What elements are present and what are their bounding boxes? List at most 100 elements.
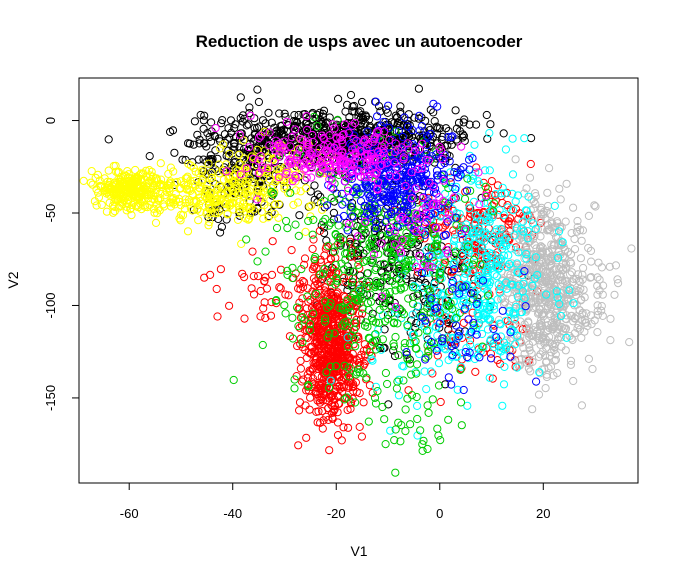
data-point bbox=[538, 276, 547, 285]
data-point bbox=[395, 121, 404, 131]
data-point bbox=[465, 204, 474, 213]
data-point bbox=[261, 273, 270, 282]
data-point bbox=[343, 100, 352, 110]
data-point bbox=[256, 286, 265, 296]
data-point bbox=[245, 211, 254, 220]
data-point bbox=[228, 172, 238, 181]
data-point bbox=[566, 258, 575, 267]
data-point bbox=[275, 109, 284, 118]
data-point bbox=[539, 210, 548, 219]
data-point bbox=[307, 173, 316, 182]
data-point bbox=[275, 200, 284, 209]
data-point bbox=[357, 432, 366, 441]
data-point bbox=[185, 198, 194, 207]
data-point bbox=[557, 223, 566, 232]
data-point bbox=[502, 336, 511, 345]
data-point bbox=[289, 200, 298, 209]
data-point bbox=[105, 177, 115, 187]
data-point bbox=[471, 211, 480, 220]
data-point bbox=[536, 242, 545, 251]
data-point bbox=[570, 314, 579, 323]
data-point bbox=[339, 273, 349, 283]
data-point bbox=[282, 216, 291, 226]
data-point bbox=[482, 256, 491, 265]
data-point bbox=[244, 120, 253, 129]
data-point bbox=[199, 116, 208, 125]
data-point bbox=[562, 277, 571, 286]
data-point bbox=[568, 335, 577, 345]
data-point bbox=[555, 227, 564, 236]
data-point bbox=[166, 177, 175, 186]
data-point bbox=[390, 351, 400, 361]
data-point bbox=[499, 129, 508, 138]
data-point bbox=[501, 145, 510, 154]
data-point bbox=[297, 377, 306, 386]
data-point bbox=[394, 134, 403, 143]
data-point bbox=[264, 108, 273, 118]
data-point bbox=[605, 262, 614, 271]
data-point bbox=[267, 298, 276, 307]
data-point bbox=[327, 353, 336, 362]
data-point bbox=[566, 270, 575, 279]
data-point bbox=[210, 131, 219, 140]
data-point bbox=[522, 254, 531, 263]
data-point bbox=[436, 436, 445, 445]
data-point bbox=[572, 312, 581, 321]
data-point bbox=[440, 344, 449, 353]
data-point bbox=[152, 176, 162, 185]
data-point bbox=[507, 276, 516, 285]
data-point bbox=[237, 189, 246, 198]
data-point bbox=[171, 196, 180, 205]
data-point bbox=[334, 94, 343, 104]
data-point bbox=[235, 160, 244, 169]
data-point bbox=[554, 240, 563, 249]
data-point bbox=[350, 107, 359, 116]
data-point bbox=[516, 243, 525, 252]
data-point bbox=[494, 280, 503, 289]
data-point bbox=[260, 298, 269, 307]
data-point bbox=[247, 203, 256, 212]
data-point bbox=[198, 165, 207, 174]
data-point bbox=[527, 134, 536, 143]
data-point bbox=[543, 201, 553, 211]
data-point bbox=[313, 418, 322, 427]
data-point bbox=[238, 200, 248, 209]
data-point bbox=[299, 283, 308, 292]
data-point bbox=[503, 203, 512, 212]
data-point bbox=[477, 329, 487, 339]
data-point bbox=[598, 290, 607, 299]
data-point bbox=[280, 301, 289, 310]
data-point bbox=[413, 414, 422, 424]
data-point bbox=[561, 324, 571, 333]
data-point bbox=[559, 327, 568, 336]
data-point bbox=[320, 268, 329, 277]
data-point bbox=[355, 354, 364, 363]
data-point bbox=[303, 370, 312, 379]
data-point bbox=[432, 343, 441, 353]
data-point bbox=[281, 290, 290, 299]
data-point bbox=[576, 254, 586, 263]
data-point bbox=[239, 149, 248, 158]
data-point bbox=[501, 316, 510, 325]
data-points bbox=[79, 84, 636, 477]
data-point bbox=[510, 314, 519, 323]
data-point bbox=[194, 155, 203, 164]
data-point bbox=[254, 97, 263, 107]
data-point bbox=[261, 119, 270, 128]
data-point bbox=[557, 272, 566, 281]
data-point bbox=[226, 116, 236, 125]
data-point bbox=[90, 197, 100, 206]
data-point bbox=[125, 183, 134, 192]
data-point bbox=[579, 285, 588, 294]
data-point bbox=[362, 345, 371, 354]
data-point bbox=[291, 186, 300, 195]
data-point bbox=[169, 198, 178, 207]
x-tick-label: -20 bbox=[327, 506, 346, 521]
data-point bbox=[320, 229, 329, 238]
data-point bbox=[573, 216, 582, 226]
data-point bbox=[213, 312, 222, 321]
data-point bbox=[270, 209, 279, 218]
x-axis-label: V1 bbox=[350, 543, 367, 559]
data-point bbox=[511, 245, 520, 254]
data-point bbox=[169, 167, 178, 176]
